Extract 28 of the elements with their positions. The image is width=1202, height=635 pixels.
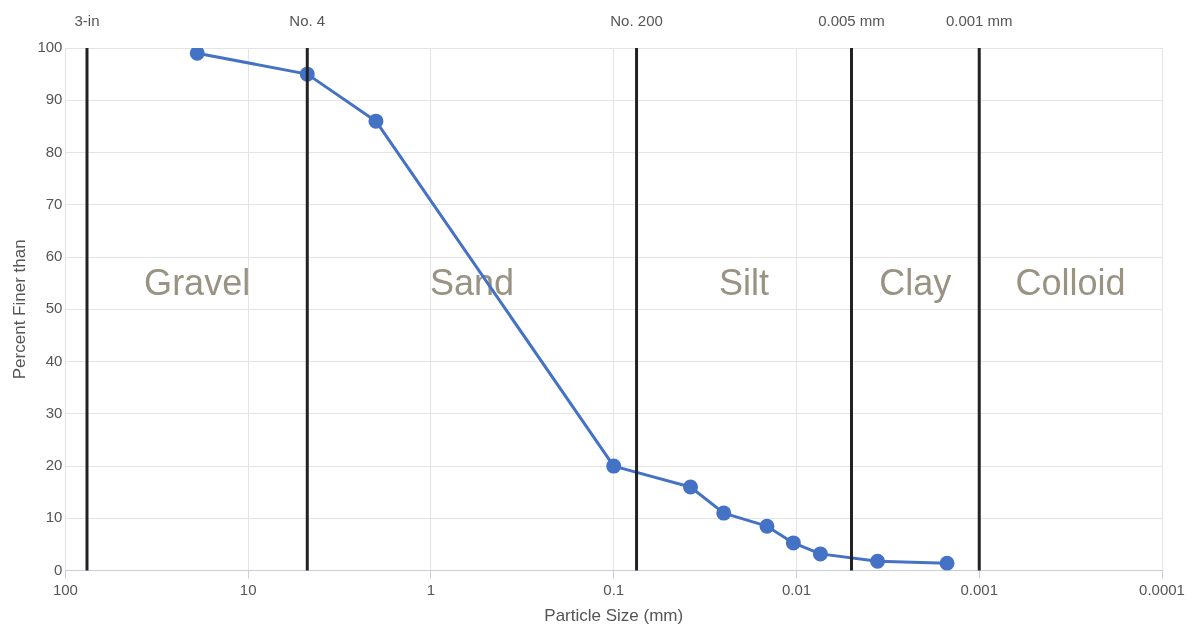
- y-tick-label: 80: [45, 142, 63, 160]
- ref-line-label: 0.001 mm: [945, 12, 1013, 29]
- y-tick-label: 70: [45, 194, 63, 212]
- y-tick-label: 90: [45, 90, 63, 108]
- x-tick-label: 0.0001: [1139, 580, 1185, 598]
- y-tick-label: 0: [54, 560, 63, 578]
- annotation: Colloid: [1015, 262, 1126, 304]
- x-tick-label: 0.1: [603, 580, 625, 598]
- y-tick-label: 40: [45, 351, 63, 369]
- y-tick-label: 20: [45, 456, 63, 474]
- annotation: Clay: [879, 262, 952, 304]
- y-tick-label: 50: [45, 299, 63, 317]
- x-tick-label: 1: [426, 580, 436, 598]
- y-tick-label: 30: [45, 403, 63, 421]
- x-tick-label: 0.001: [960, 580, 999, 598]
- annotation: Silt: [719, 262, 770, 304]
- x-tick-label: 10: [239, 580, 257, 598]
- annotation: Gravel: [144, 262, 251, 304]
- y-axis-title: Percent Finer than: [9, 239, 29, 380]
- x-axis-title: Particle Size (mm): [544, 606, 684, 626]
- ref-line-label: 0.005 mm: [818, 12, 885, 29]
- ref-line-label: No. 200: [610, 12, 663, 29]
- y-tick-label: 60: [45, 247, 63, 265]
- x-tick-label: 0.01: [781, 580, 812, 598]
- ref-line-label: 3-in: [74, 12, 100, 29]
- ref-line-label: No. 4: [289, 12, 326, 29]
- y-tick-label: 10: [45, 508, 63, 526]
- y-tick-label: 100: [37, 38, 63, 56]
